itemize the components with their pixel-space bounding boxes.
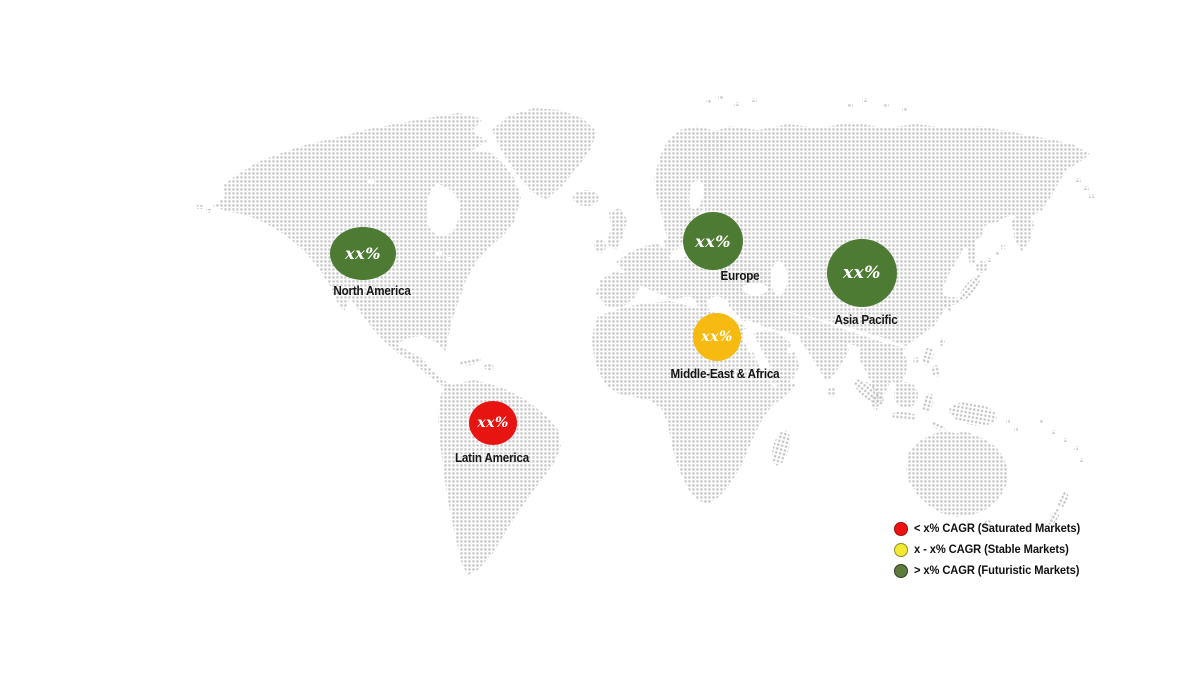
region-label-asia-pacific: Asia Pacific: [834, 313, 898, 327]
cuba: [459, 358, 481, 366]
region-label-europe: Europe: [720, 269, 760, 283]
region-label-middle-east-africa: Middle-East & Africa: [670, 367, 780, 381]
region-bubble-latin-america: xx%: [469, 401, 517, 445]
sumatra: [854, 379, 884, 405]
legend-dot-yellow: [894, 543, 908, 557]
legend-label-stable: x - x% CAGR (Stable Markets): [914, 544, 1069, 556]
region-bubble-middle-east-africa: xx%: [693, 313, 741, 361]
region-bubble-europe: xx%: [683, 212, 743, 270]
new-guinea: [949, 402, 997, 426]
region-value-latin-america: xx%: [477, 415, 509, 431]
sakhalin: [968, 235, 976, 265]
denmark: [664, 236, 674, 252]
timor: [931, 421, 945, 431]
region-bubble-north-america: xx%: [330, 227, 396, 280]
turkey: [754, 296, 784, 316]
kamchatka: [1010, 212, 1034, 252]
greenland: [492, 108, 597, 200]
indochina: [858, 346, 908, 412]
legend-dot-red: [894, 522, 908, 536]
black-sea: [742, 283, 768, 295]
ireland: [594, 239, 606, 253]
sri-lanka: [828, 387, 836, 397]
united-kingdom: [607, 208, 627, 250]
region-value-europe: xx%: [695, 231, 731, 251]
region-bubble-asia-pacific: xx%: [827, 239, 897, 307]
region-value-middle-east-africa: xx%: [701, 329, 733, 345]
legend-item-saturated: < x% CAGR (Saturated Markets): [894, 522, 1085, 536]
hainan: [913, 357, 919, 363]
new-zealand-south: [1048, 508, 1060, 526]
italy: [692, 292, 710, 314]
tasmania: [984, 520, 992, 528]
iberia: [596, 272, 642, 308]
iceland: [573, 190, 599, 206]
japan-hokkaido: [976, 261, 988, 273]
continent-australia: [906, 430, 1008, 517]
region-value-asia-pacific: xx%: [843, 263, 881, 283]
sea-of-okhotsk: [982, 222, 1014, 242]
borneo: [894, 382, 918, 408]
legend-label-futuristic: > x% CAGR (Futuristic Markets): [914, 565, 1080, 577]
madagascar: [771, 430, 791, 466]
russia: [702, 122, 1090, 346]
legend-item-stable: x - x% CAGR (Stable Markets): [894, 543, 1085, 557]
legend-dot-green: [894, 564, 908, 578]
region-label-latin-america: Latin America: [454, 451, 530, 465]
korea: [943, 294, 953, 312]
taiwan: [939, 338, 945, 346]
philippines-mindanao: [931, 365, 941, 377]
region-label-north-america: North America: [333, 284, 411, 298]
region-value-north-america: xx%: [345, 244, 381, 263]
legend-item-futuristic: > x% CAGR (Futuristic Markets): [894, 564, 1085, 578]
japan-honshu: [959, 275, 981, 301]
philippines-luzon: [922, 347, 934, 365]
caspian-sea: [771, 261, 787, 295]
legend-label-saturated: < x% CAGR (Saturated Markets): [914, 523, 1081, 535]
hispaniola: [484, 364, 494, 370]
balkans-greece: [728, 294, 752, 322]
india: [798, 329, 849, 382]
gulf-of-bothnia: [689, 180, 704, 210]
persian-gulf: [786, 344, 800, 354]
continent-south-america: [438, 380, 561, 575]
continent-africa: [592, 301, 796, 504]
red-sea: [743, 327, 771, 374]
sulawesi: [922, 393, 934, 413]
new-zealand-north: [1057, 491, 1069, 509]
legend: < x% CAGR (Saturated Markets) x - x% CAG…: [894, 522, 1085, 585]
java: [891, 411, 917, 421]
hudson-bay: [426, 184, 460, 237]
